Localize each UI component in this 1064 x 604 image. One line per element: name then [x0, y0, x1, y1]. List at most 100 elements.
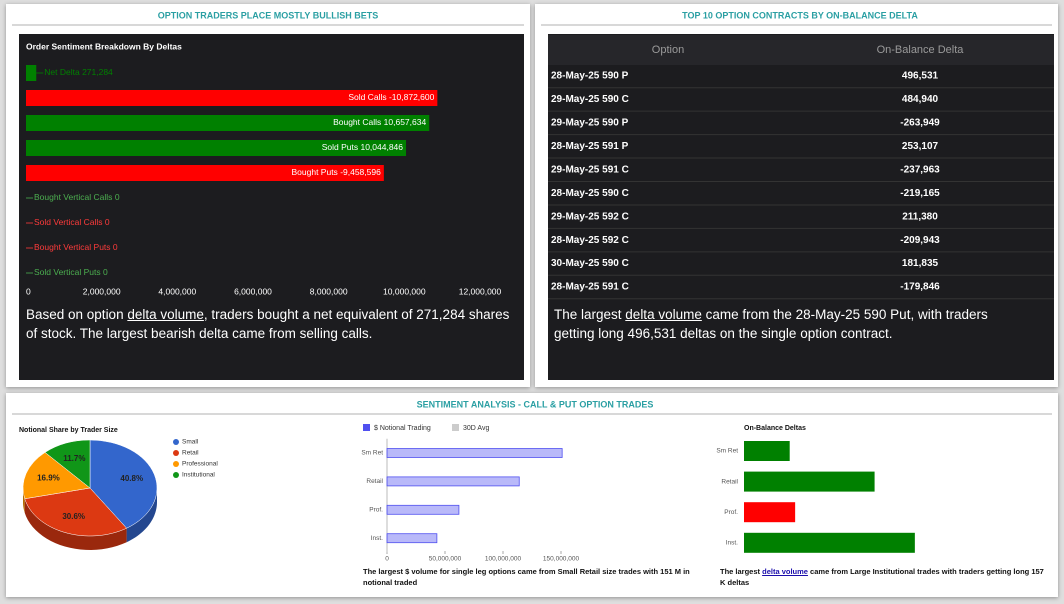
cell: -237,963 [900, 164, 940, 175]
cell: -209,943 [900, 235, 940, 246]
bar [744, 471, 875, 492]
category-label: Bought Calls [333, 117, 381, 127]
data-label: Sold Calls -10,872,600 [348, 92, 434, 102]
cell: 211,380 [902, 211, 938, 222]
y-tick-label: Retail [721, 478, 738, 485]
text: The largest [554, 307, 626, 322]
legend-label: Small [182, 439, 199, 446]
bar [386, 448, 563, 458]
cell: 28-May-25 591 C [551, 282, 629, 293]
data-label: Bought Calls 10,657,634 [333, 117, 426, 127]
panel-title: SENTIMENT ANALYSIS - CALL & PUT OPTION T… [417, 399, 654, 409]
legend-marker [173, 472, 179, 478]
summary: Based on option delta volume, traders bo… [26, 305, 511, 343]
category-label: Bought Puts [292, 167, 338, 177]
chart-title: Notional Share by Trader Size [19, 427, 118, 434]
bar [386, 504, 460, 515]
legend-marker [173, 439, 179, 445]
data-label: Bought Vertical Puts 0 [34, 242, 118, 252]
text: The largest [720, 567, 763, 576]
value-label: -9,458,596 [340, 167, 381, 177]
data-label: 11.7% [63, 454, 85, 463]
bar [744, 532, 915, 553]
pie-slice [44, 439, 91, 489]
data-label: Bought Vertical Calls 0 [34, 192, 120, 202]
value-label: 10,044,846 [360, 142, 403, 152]
data-label: 30.6% [62, 512, 85, 521]
panel-title: OPTION TRADERS PLACE MOSTLY BULLISH BETS [158, 10, 379, 20]
cell: 29-May-25 592 C [551, 211, 629, 222]
legend-label: 30D Avg [463, 425, 489, 432]
data-label: Sold Vertical Calls 0 [34, 217, 110, 227]
y-tick-label: Sm Ret [361, 450, 383, 457]
y-tick-label: Inst. [371, 535, 383, 542]
x-tick-label: 6,000,000 [234, 286, 272, 296]
x-tick-label: 0 [26, 286, 31, 296]
value-label: 0 [105, 217, 110, 227]
text: , traders bought a net equivalent of 271… [26, 307, 510, 341]
bar [26, 165, 384, 181]
cell: 30-May-25 590 C [551, 258, 629, 269]
text: Based on option [26, 307, 128, 322]
panel [6, 393, 1058, 597]
caption: The largest $ volume for single leg opti… [363, 566, 703, 588]
cell: 29-May-25 590 P [551, 118, 629, 129]
pie-slice [24, 487, 128, 537]
bar [26, 65, 37, 81]
link[interactable]: delta volume [762, 567, 808, 576]
legend-swatch [452, 424, 459, 431]
cell: 28-May-25 592 C [551, 235, 629, 246]
category-label: Sold Vertical Calls [34, 217, 103, 227]
cell: 29-May-25 591 C [551, 164, 629, 175]
pie-slice [22, 452, 91, 500]
data-label: Sold Vertical Puts 0 [34, 267, 108, 277]
legend-swatch [363, 424, 370, 431]
legend-marker [173, 450, 179, 456]
value-label: -10,872,600 [389, 92, 435, 102]
cell: 28-May-25 590 C [551, 188, 629, 199]
cell: 484,940 [902, 94, 939, 105]
cell: -179,846 [900, 282, 940, 293]
y-tick-label: Prof. [369, 507, 383, 514]
caption: The largest delta volume came from Large… [720, 566, 1050, 588]
x-tick-label: 2,000,000 [83, 286, 121, 296]
bar [26, 90, 438, 106]
x-tick-label: 10,000,000 [383, 286, 426, 296]
data-label: 16.9% [37, 474, 60, 483]
value-label: 0 [113, 242, 118, 252]
y-tick-label: Retail [366, 478, 383, 485]
legend-label: Institutional [182, 472, 215, 479]
y-tick-label: Prof. [724, 509, 738, 516]
cell: 29-May-25 590 C [551, 94, 629, 105]
cell: 181,835 [902, 258, 939, 269]
text: The largest $ volume for single leg opti… [363, 567, 690, 587]
link[interactable]: delta volume [625, 307, 702, 322]
legend-label: $ Notional Trading [374, 425, 431, 432]
chart-title: Order Sentiment Breakdown By Deltas [26, 41, 182, 51]
x-tick-label: 100,000,000 [485, 556, 522, 563]
cell: 253,107 [902, 141, 939, 152]
value-label: 10,657,634 [384, 117, 427, 127]
x-tick-label: 4,000,000 [158, 286, 196, 296]
category-label: Sold Puts [322, 142, 358, 152]
category-label: Bought Vertical Puts [34, 242, 111, 252]
column-header: Option [652, 44, 684, 56]
x-tick-label: 8,000,000 [310, 286, 348, 296]
data-label: Sold Puts 10,044,846 [322, 142, 404, 152]
cell: 28-May-25 591 P [551, 141, 629, 152]
cell: -263,949 [900, 118, 940, 129]
text: came from the 28-May-25 590 Put, with tr… [554, 307, 988, 341]
cell: -219,165 [900, 188, 940, 199]
bar [386, 476, 520, 487]
link[interactable]: delta volume [127, 307, 204, 322]
data-label: 40.8% [120, 474, 143, 483]
category-label: Bought Vertical Calls [34, 192, 112, 202]
cell: 496,531 [902, 71, 939, 82]
value-label: 271,284 [82, 67, 113, 77]
data-label: Bought Puts -9,458,596 [292, 167, 382, 177]
data-label: Net Delta 271,284 [44, 67, 113, 77]
value-label: 0 [103, 267, 108, 277]
category-label: Sold Vertical Puts [34, 267, 101, 277]
table-header [548, 35, 1054, 65]
